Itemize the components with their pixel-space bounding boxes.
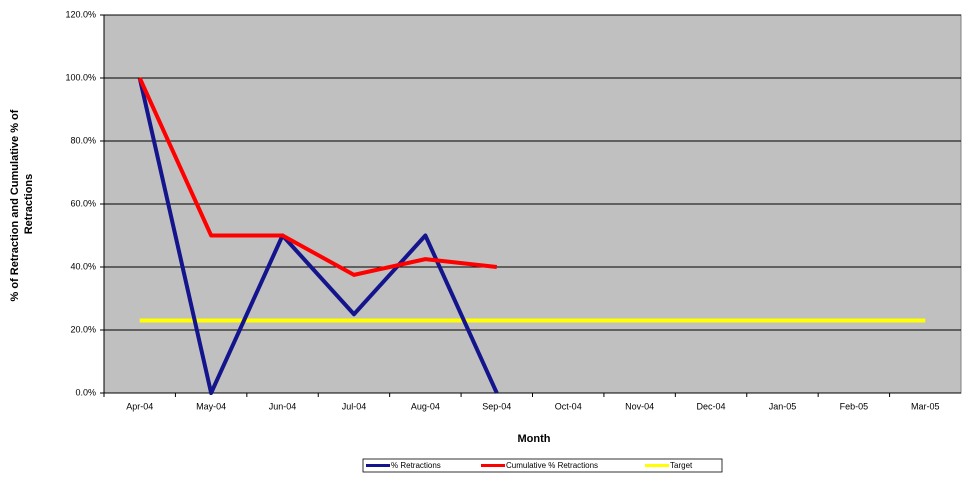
x-tick-label: Apr-04 [126,401,153,411]
x-axis-label: Month [518,433,551,445]
y-axis-label-line: % of Retraction and Cumulative % of [9,109,21,301]
x-tick-label: Mar-05 [911,401,940,411]
x-tick-label: Jul-04 [342,401,367,411]
x-tick-label: Feb-05 [840,401,869,411]
y-tick-label: 0.0% [75,387,96,397]
x-tick-label: Nov-04 [625,401,654,411]
x-tick-label: May-04 [196,401,226,411]
y-tick-label: 20.0% [70,324,96,334]
y-tick-label: 100.0% [65,72,96,82]
series-line [137,77,498,277]
x-tick-label: Jan-05 [769,401,797,411]
y-tick-label: 80.0% [70,135,96,145]
legend-label: % Retractions [391,461,441,470]
y-tick-label: 40.0% [70,261,96,271]
x-tick-label: Jun-04 [269,401,297,411]
x-tick-label: Sep-04 [482,401,511,411]
legend [362,458,723,473]
y-axis-label-line: Retractions [23,174,35,235]
y-tick-label: 60.0% [70,198,96,208]
x-tick-label: Dec-04 [697,401,726,411]
legend-label: Target [670,461,693,470]
x-tick-label: Oct-04 [555,401,582,411]
y-axis-label: % of Retraction and Cumulative % of Retr… [9,107,35,302]
y-tick-label: 120.0% [65,9,96,19]
legend-label: Cumulative % Retractions [506,461,598,470]
x-tick-label: Aug-04 [411,401,440,411]
